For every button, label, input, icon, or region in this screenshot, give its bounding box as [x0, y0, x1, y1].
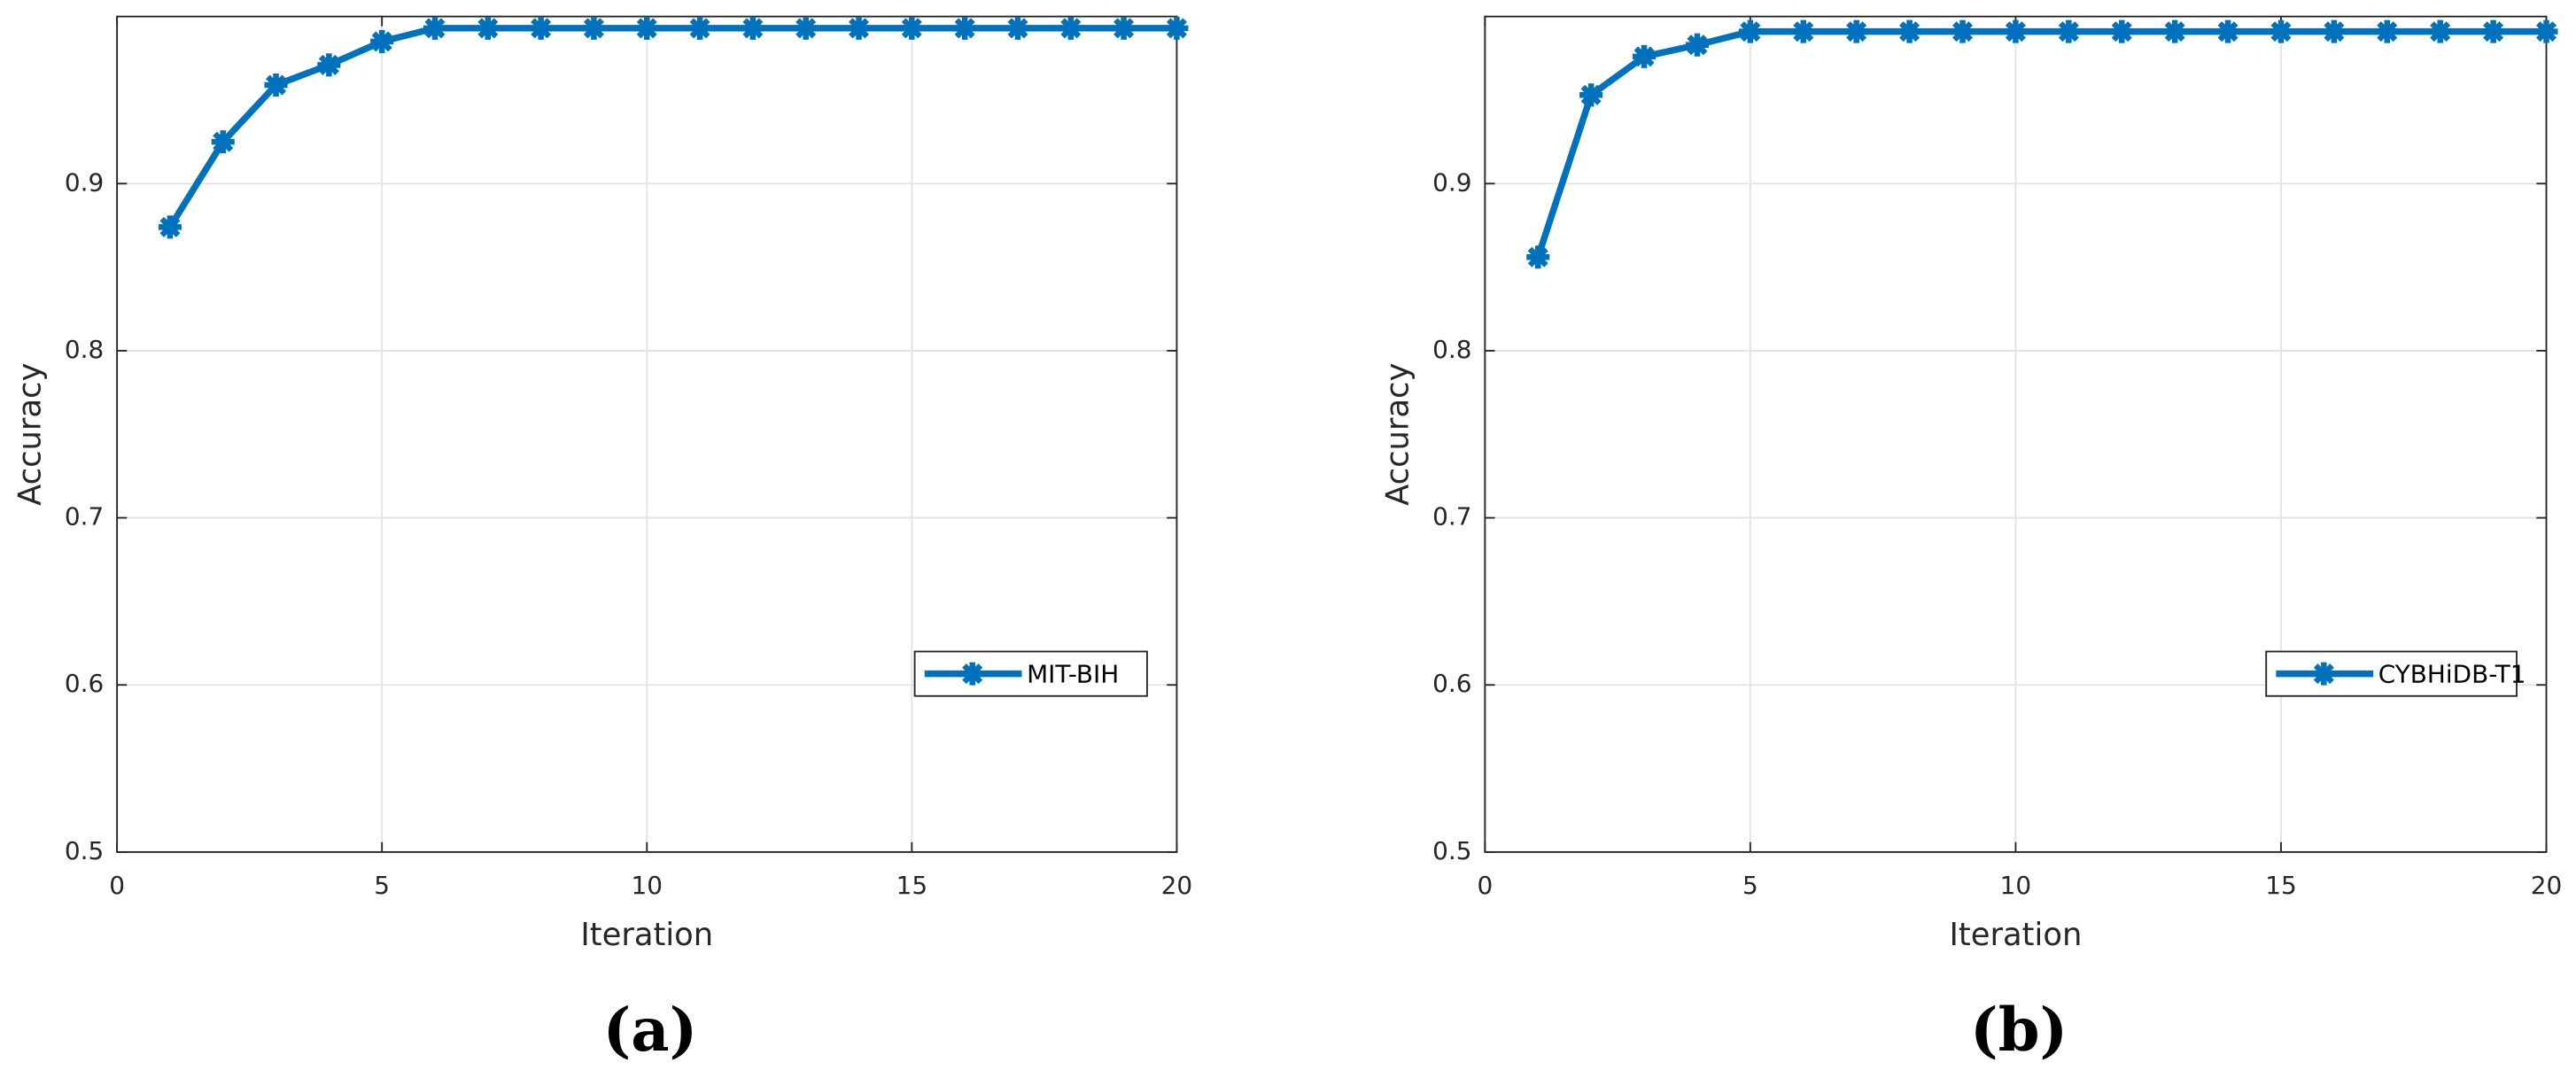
- data-marker: [1633, 44, 1657, 68]
- y-tick-label: 0.7: [65, 502, 104, 531]
- y-tick-label: 0.9: [65, 167, 104, 197]
- data-marker: [2163, 19, 2187, 43]
- data-marker: [1791, 19, 1815, 43]
- data-marker: [741, 16, 764, 40]
- data-marker: [1897, 19, 1921, 43]
- y-tick-label: 0.8: [1432, 335, 1471, 364]
- data-marker: [953, 16, 977, 40]
- data-marker: [847, 16, 871, 40]
- data-marker: [1951, 19, 1975, 43]
- data-marker: [1526, 245, 1550, 269]
- data-marker: [529, 16, 553, 40]
- data-marker: [2534, 19, 2558, 43]
- data-marker: [2216, 19, 2240, 43]
- x-axis-label: Iteration: [1949, 917, 2082, 953]
- y-tick-label: 0.7: [1432, 502, 1471, 531]
- data-marker: [582, 16, 606, 40]
- data-marker: [1059, 16, 1082, 40]
- y-axis-label: Accuracy: [1380, 363, 1416, 506]
- data-marker: [2481, 19, 2505, 43]
- data-line: [1534, 27, 2547, 259]
- y-tick-label: 0.6: [65, 669, 104, 698]
- data-marker: [1112, 16, 1136, 40]
- x-tick-label: 0: [109, 871, 125, 900]
- x-axis-label: Iteration: [580, 917, 713, 953]
- data-marker: [2322, 19, 2346, 43]
- data-marker: [635, 16, 659, 40]
- data-marker: [1844, 19, 1868, 43]
- data-marker: [2004, 19, 2028, 43]
- x-tick-label: 15: [896, 871, 928, 900]
- data-marker: [1005, 16, 1029, 40]
- data-marker: [1579, 83, 1603, 107]
- legend-marker: [2312, 662, 2336, 686]
- panel-label: (a): [603, 995, 698, 1065]
- data-marker: [688, 16, 712, 40]
- x-tick-label: 10: [2000, 871, 2032, 900]
- y-axis-label: Accuracy: [12, 363, 48, 506]
- data-marker: [2057, 19, 2081, 43]
- y-tick-label: 0.5: [1432, 836, 1471, 865]
- data-marker: [211, 130, 235, 154]
- x-tick-label: 20: [1161, 871, 1193, 900]
- x-tick-label: 10: [632, 871, 663, 900]
- y-tick-label: 0.8: [65, 335, 104, 364]
- x-tick-label: 0: [1477, 871, 1493, 900]
- data-marker: [2375, 19, 2399, 43]
- data-marker: [423, 16, 447, 40]
- panel-label: (b): [1970, 995, 2068, 1065]
- data-marker: [2110, 19, 2134, 43]
- x-tick-label: 5: [374, 871, 390, 900]
- data-marker: [1165, 16, 1189, 40]
- data-marker: [794, 16, 818, 40]
- data-marker: [317, 53, 341, 77]
- data-marker: [2428, 19, 2452, 43]
- data-marker: [476, 16, 500, 40]
- x-tick-label: 5: [1742, 871, 1758, 900]
- y-tick-label: 0.6: [1432, 669, 1471, 698]
- x-tick-label: 15: [2265, 871, 2297, 900]
- data-marker: [370, 29, 394, 53]
- legend-label: CYBHiDB-T1: [2378, 659, 2526, 688]
- data-marker: [2269, 19, 2293, 43]
- data-marker: [900, 16, 924, 40]
- y-tick-label: 0.5: [65, 836, 104, 865]
- data-marker: [1738, 19, 1762, 43]
- legend-marker: [960, 662, 984, 686]
- legend-label: MIT-BIH: [1027, 659, 1119, 688]
- data-marker: [1685, 33, 1709, 57]
- y-tick-label: 0.9: [1432, 167, 1471, 197]
- data-marker: [158, 215, 182, 239]
- x-tick-label: 20: [2531, 871, 2563, 900]
- data-marker: [264, 73, 288, 97]
